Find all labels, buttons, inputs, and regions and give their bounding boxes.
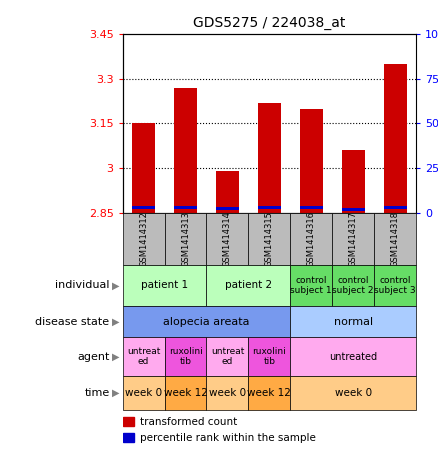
Bar xyxy=(290,265,332,306)
Bar xyxy=(384,64,406,213)
Bar xyxy=(123,417,134,427)
Text: ▶: ▶ xyxy=(112,352,119,362)
Bar xyxy=(206,376,248,410)
Text: ruxolini
tib: ruxolini tib xyxy=(252,347,286,366)
Text: control
subject 2: control subject 2 xyxy=(332,276,374,295)
Bar xyxy=(123,265,206,306)
Bar xyxy=(300,207,323,209)
Bar xyxy=(123,213,165,265)
Bar xyxy=(248,213,290,265)
Bar xyxy=(332,265,374,306)
Text: ruxolini
tib: ruxolini tib xyxy=(169,347,202,366)
Bar xyxy=(248,337,290,376)
Bar xyxy=(342,208,365,212)
Bar xyxy=(248,376,290,410)
Bar xyxy=(165,337,206,376)
Bar xyxy=(174,88,197,213)
Bar xyxy=(384,206,406,209)
Text: untreat
ed: untreat ed xyxy=(127,347,160,366)
Text: GSM1414318: GSM1414318 xyxy=(391,211,399,267)
Bar xyxy=(123,376,165,410)
Bar xyxy=(216,207,239,210)
Text: ▶: ▶ xyxy=(112,388,119,398)
Bar xyxy=(132,207,155,209)
Title: GDS5275 / 224038_at: GDS5275 / 224038_at xyxy=(193,16,346,30)
Text: disease state: disease state xyxy=(35,317,110,327)
Bar xyxy=(342,150,365,213)
Bar xyxy=(290,213,332,265)
Text: normal: normal xyxy=(334,317,373,327)
Bar xyxy=(374,265,416,306)
Bar xyxy=(123,337,165,376)
Text: week 0: week 0 xyxy=(125,388,162,398)
Text: GSM1414314: GSM1414314 xyxy=(223,211,232,267)
Text: untreat
ed: untreat ed xyxy=(211,347,244,366)
Text: GSM1414313: GSM1414313 xyxy=(181,211,190,267)
Bar xyxy=(123,433,134,442)
Bar xyxy=(300,109,323,213)
Bar xyxy=(165,213,206,265)
Text: week 0: week 0 xyxy=(335,388,372,398)
Bar xyxy=(165,376,206,410)
Text: GSM1414315: GSM1414315 xyxy=(265,211,274,267)
Bar xyxy=(206,213,248,265)
Bar xyxy=(258,102,281,213)
Bar xyxy=(206,337,248,376)
Text: patient 1: patient 1 xyxy=(141,280,188,290)
Bar xyxy=(132,124,155,213)
Text: week 12: week 12 xyxy=(163,388,208,398)
Bar xyxy=(374,213,416,265)
Text: agent: agent xyxy=(77,352,110,362)
Text: GSM1414312: GSM1414312 xyxy=(139,211,148,267)
Bar xyxy=(290,337,416,376)
Bar xyxy=(206,265,290,306)
Text: GSM1414317: GSM1414317 xyxy=(349,211,358,267)
Text: ▶: ▶ xyxy=(112,280,119,290)
Bar xyxy=(258,206,281,209)
Text: week 0: week 0 xyxy=(209,388,246,398)
Text: control
subject 3: control subject 3 xyxy=(374,276,416,295)
Text: week 12: week 12 xyxy=(247,388,291,398)
Text: GSM1414316: GSM1414316 xyxy=(307,211,316,267)
Bar xyxy=(216,171,239,213)
Text: percentile rank within the sample: percentile rank within the sample xyxy=(140,433,316,443)
Text: control
subject 1: control subject 1 xyxy=(290,276,332,295)
Bar xyxy=(174,206,197,209)
Bar xyxy=(123,306,290,337)
Text: ▶: ▶ xyxy=(112,317,119,327)
Text: untreated: untreated xyxy=(329,352,377,362)
Text: transformed count: transformed count xyxy=(140,417,237,427)
Text: alopecia areata: alopecia areata xyxy=(163,317,250,327)
Bar xyxy=(332,213,374,265)
Bar xyxy=(290,306,416,337)
Bar xyxy=(290,376,416,410)
Text: individual: individual xyxy=(55,280,110,290)
Text: patient 2: patient 2 xyxy=(225,280,272,290)
Text: time: time xyxy=(84,388,110,398)
